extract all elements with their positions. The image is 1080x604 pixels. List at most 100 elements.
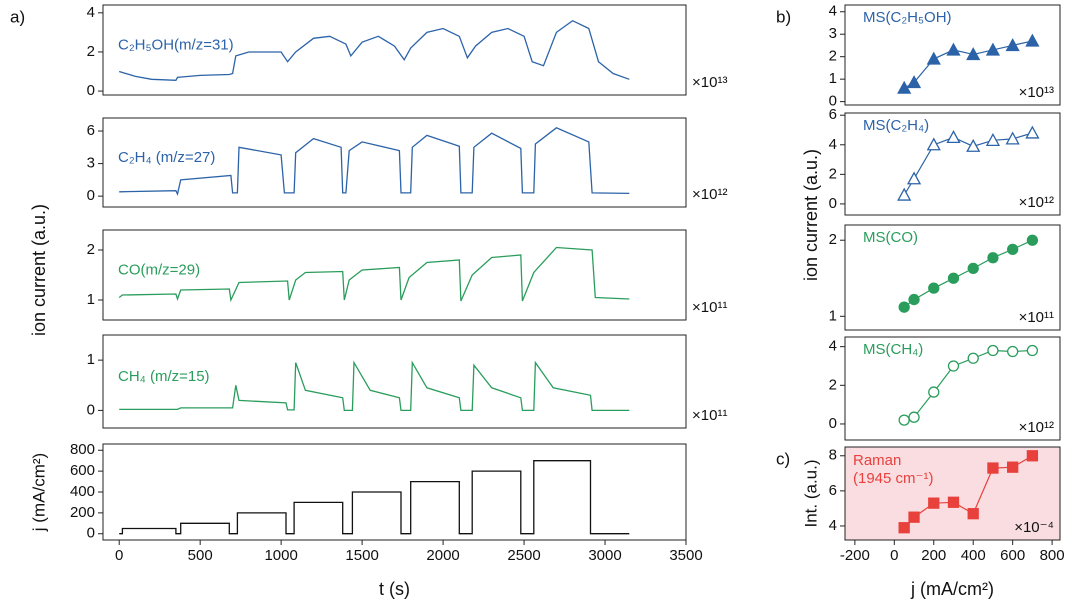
- marker: [1007, 243, 1019, 255]
- panel-label: b): [776, 7, 791, 26]
- plot-frame: [102, 334, 687, 429]
- plot-frame: [102, 4, 687, 96]
- marker: [928, 497, 940, 509]
- marker: [1025, 33, 1040, 47]
- y-tick-label: 6: [829, 482, 837, 499]
- x-tick-label: 500: [188, 547, 213, 564]
- series-label: MS(C₂H₄): [863, 117, 929, 134]
- y-tick-label: 0: [87, 401, 95, 418]
- y-tick-label: 400: [70, 483, 95, 500]
- marker: [947, 272, 960, 284]
- marker: [985, 42, 1001, 56]
- y-tick-label: 6: [829, 106, 837, 123]
- marker: [1005, 131, 1020, 145]
- y-tick-label: 0: [87, 82, 95, 99]
- series-label: C₂H₅OH(m/z=31): [118, 36, 234, 53]
- data-line: [119, 360, 630, 412]
- annotation: (1945 cm⁻¹): [853, 470, 933, 487]
- y-tick-label: 4: [829, 3, 837, 20]
- multiplier: ×10¹²: [1019, 194, 1054, 211]
- marker: [1007, 345, 1019, 358]
- annotation: Raman: [853, 452, 901, 469]
- marker: [967, 352, 979, 364]
- marker: [906, 75, 922, 89]
- y-tick-label: 8: [829, 447, 837, 464]
- y-tick-label: 800: [70, 441, 95, 458]
- marker: [928, 282, 940, 294]
- plot-frame: [844, 224, 1061, 331]
- series-label: MS(C₂H₅OH): [863, 9, 952, 26]
- series-label: C₂H₄ (m/z=27): [118, 149, 215, 166]
- x-axis-label: j (mA/cm²): [910, 579, 994, 599]
- plot-frame: [844, 4, 1061, 106]
- x-axis-label: t (s): [379, 579, 410, 599]
- x-tick-label: 0: [890, 547, 898, 564]
- marker: [966, 138, 981, 152]
- marker: [1026, 450, 1039, 462]
- y-tick-label: 1: [87, 351, 95, 368]
- marker: [898, 522, 910, 534]
- marker: [987, 252, 999, 264]
- y-tick-label: 4: [829, 136, 837, 153]
- y-tick-label: 2: [829, 376, 837, 393]
- y-tick-label: 200: [70, 504, 95, 521]
- y-tick-label: 1: [829, 307, 837, 324]
- marker: [1005, 38, 1020, 52]
- series-label: CH₄ (m/z=15): [118, 368, 210, 385]
- marker: [985, 132, 1001, 146]
- y-tick-label: 4: [87, 4, 95, 21]
- data-line: [119, 127, 630, 196]
- marker: [926, 51, 941, 65]
- x-tick-label: 200: [921, 547, 946, 564]
- marker: [947, 496, 960, 508]
- y-tick-label: 0: [829, 415, 837, 432]
- marker: [967, 508, 979, 520]
- data-line: [118, 246, 630, 303]
- y-axis-label: j (mA/cm²): [29, 453, 48, 532]
- marker: [908, 411, 920, 423]
- multiplier: ×10¹³: [692, 74, 727, 91]
- marker: [946, 42, 961, 56]
- y-axis-label: ion current (a.u.): [29, 204, 49, 336]
- marker: [1007, 461, 1019, 473]
- multiplier: ×10¹³: [1019, 84, 1054, 101]
- plot-frame: [844, 336, 1061, 441]
- x-tick-label: -200: [840, 547, 870, 564]
- series-label: CO(m/z=29): [118, 261, 200, 278]
- marker: [926, 137, 941, 151]
- y-tick-label: 0: [829, 93, 837, 110]
- marker: [967, 262, 979, 275]
- y-tick-label: 2: [87, 241, 95, 258]
- marker: [908, 511, 920, 523]
- y-tick-label: 0: [87, 187, 95, 204]
- marker: [897, 187, 912, 201]
- y-tick-label: 2: [829, 48, 837, 65]
- y-axis-label: Int. (a.u.): [801, 459, 820, 527]
- plot-frame: [844, 446, 1061, 541]
- marker: [906, 171, 922, 185]
- marker: [987, 462, 999, 474]
- panel-label: a): [10, 7, 25, 26]
- y-axis-label: ion current (a.u.): [801, 149, 821, 281]
- x-tick-label: 1000: [264, 547, 297, 564]
- y-tick-label: 0: [829, 195, 837, 212]
- plot-frame: [844, 112, 1061, 216]
- y-tick-label: 4: [829, 338, 837, 355]
- y-tick-label: 0: [87, 525, 95, 542]
- marker: [897, 80, 912, 94]
- data-line: [119, 19, 630, 81]
- marker: [987, 344, 999, 357]
- y-tick-label: 2: [829, 165, 837, 182]
- plot-frame: [102, 229, 687, 321]
- x-tick-label: 400: [961, 547, 986, 564]
- y-tick-label: 3: [87, 155, 95, 172]
- y-tick-label: 600: [70, 462, 95, 479]
- x-tick-label: 0: [115, 547, 123, 564]
- marker: [908, 293, 920, 306]
- x-tick-label: 2000: [426, 547, 459, 564]
- multiplier: ×10¹²: [1019, 419, 1054, 436]
- panel-label: c): [776, 449, 790, 468]
- marker: [946, 130, 961, 144]
- marker: [928, 386, 940, 398]
